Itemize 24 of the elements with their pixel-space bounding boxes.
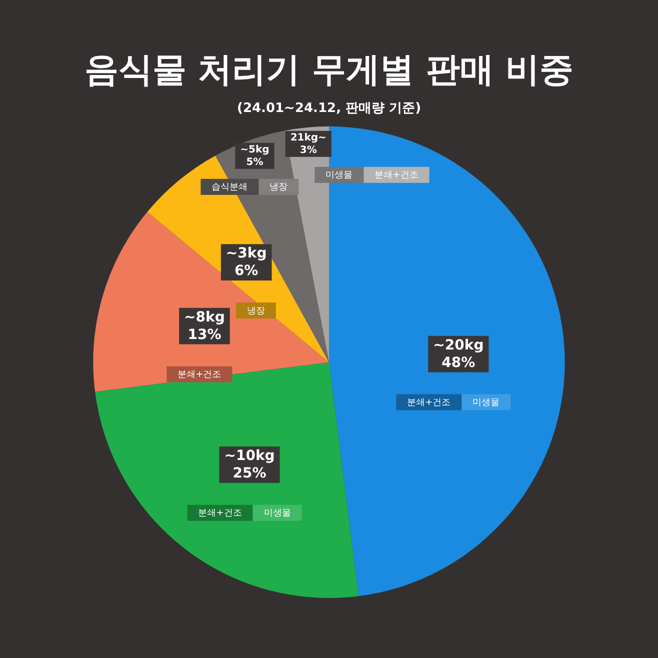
text: 습식분쇄 — [212, 182, 248, 193]
chart-subtitle: (24.01~24.12, 판매량 기준) — [236, 100, 422, 116]
data-label: 48% — [442, 354, 476, 371]
text: 분쇄+건조 — [374, 170, 418, 181]
text: 냉장 — [270, 182, 288, 193]
data-label: 6% — [234, 263, 258, 280]
data-label: 25% — [232, 465, 266, 482]
data-label: 13% — [188, 326, 222, 343]
slice-label: ~20kg — [433, 337, 484, 354]
text: 분쇄+건조 — [198, 508, 242, 519]
slice-label: ~3kg — [226, 246, 267, 262]
data-label: 3% — [300, 144, 317, 156]
slice-label: ~10kg — [224, 448, 275, 464]
slice-label: ~8kg — [184, 309, 225, 326]
text: 미생물 — [326, 170, 353, 181]
text: 미생물 — [472, 398, 500, 408]
slice-label: 21kg~ — [290, 132, 326, 144]
chart-title: 음식물 처리기 무게별 판매 비중 — [84, 50, 574, 90]
slice-label: ~5kg — [240, 144, 270, 156]
text: 분쇄+건조 — [407, 398, 451, 408]
text: 분쇄+건조 — [178, 370, 222, 380]
data-label: 5% — [246, 156, 264, 168]
text: 냉장 — [246, 306, 265, 316]
text: 미생물 — [264, 508, 291, 519]
